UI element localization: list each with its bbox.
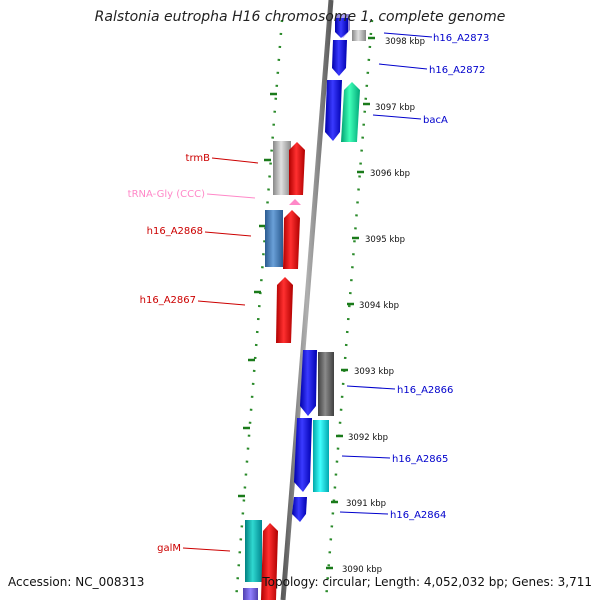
feature-h16-A2868-steel[interactable] (265, 210, 283, 267)
tick-label-3097: 3097 kbp (375, 103, 415, 113)
forward-features (292, 14, 366, 522)
feature-h16-A2872[interactable] (332, 40, 347, 76)
feature-trmB[interactable] (289, 142, 305, 195)
gene-labels-right: h16_A2873 h16_A2872 bacA h16_A2866 h16_A… (339, 32, 489, 521)
gene-label-h16-A2873[interactable]: h16_A2873 (433, 33, 489, 44)
tick-marks (238, 36, 375, 570)
feature-h16-A2867[interactable] (276, 277, 293, 343)
gene-label-h16-A2864[interactable]: h16_A2864 (390, 510, 446, 521)
tick-label-3095: 3095 kbp (365, 235, 405, 245)
reverse-features (243, 141, 305, 600)
feature-galM[interactable] (261, 523, 278, 600)
gene-label-h16-A2872[interactable]: h16_A2872 (429, 65, 485, 76)
feature-bacA[interactable] (341, 82, 360, 142)
chromosome-backbone (280, 0, 334, 601)
feature-grey-top[interactable] (352, 30, 366, 41)
feature-h16-A2864[interactable] (292, 497, 307, 522)
feature-trmB-grey[interactable] (273, 141, 291, 195)
gene-label-galM[interactable]: galM (157, 543, 181, 554)
tick-label-3093: 3093 kbp (354, 367, 394, 377)
feature-tRNA-Gly[interactable] (289, 199, 301, 205)
feature-h16-A2866-dark[interactable] (318, 352, 334, 416)
tick-labels: 3098 kbp 3097 kbp 3096 kbp 3095 kbp 3094… (342, 37, 425, 575)
feature-bacA-blue[interactable] (325, 80, 342, 141)
feature-purple-bottom[interactable] (243, 588, 258, 600)
gene-label-trmB[interactable]: trmB (186, 153, 211, 164)
tick-label-3096: 3096 kbp (370, 169, 410, 179)
feature-h16-A2865[interactable] (294, 418, 312, 492)
gene-label-h16-A2866[interactable]: h16_A2866 (397, 385, 453, 396)
gene-label-h16-A2867[interactable]: h16_A2867 (140, 295, 196, 306)
genome-summary-text: Topology: circular; Length: 4,052,032 bp… (262, 575, 592, 589)
map-title: Ralstonia eutropha H16 chromosome 1, com… (94, 9, 506, 25)
feature-h16-A2873-cds[interactable] (335, 18, 348, 38)
gene-label-h16-A2865[interactable]: h16_A2865 (392, 454, 448, 465)
gene-label-h16-A2868[interactable]: h16_A2868 (147, 226, 203, 237)
accession-text: Accession: NC_008313 (8, 575, 145, 589)
tick-label-3092: 3092 kbp (348, 433, 388, 443)
feature-h16-A2868[interactable] (283, 210, 300, 269)
gene-labels-left: trmB tRNA-Gly (CCC) h16_A2868 h16_A2867 … (128, 153, 259, 554)
tick-label-3098: 3098 kbp (385, 37, 425, 47)
tick-label-3090: 3090 kbp (342, 565, 382, 575)
tick-label-3091: 3091 kbp (346, 499, 386, 509)
feature-h16-A2865-cyan[interactable] (313, 420, 329, 492)
tick-label-3094: 3094 kbp (359, 301, 399, 311)
gene-label-bacA[interactable]: bacA (423, 115, 448, 126)
gene-label-tRNA-Gly[interactable]: tRNA-Gly (CCC) (128, 189, 205, 200)
feature-galM-teal[interactable] (245, 520, 262, 582)
feature-h16-A2866[interactable] (300, 350, 317, 416)
outer-dotted-ring-left (234, 19, 284, 601)
